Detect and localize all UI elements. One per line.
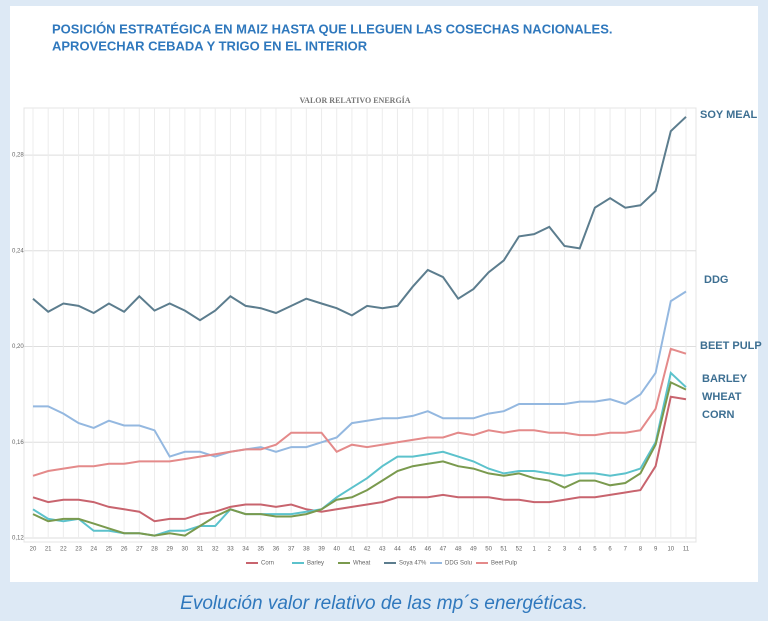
- annotation: BARLEY: [702, 373, 748, 385]
- x-tick-label: 2: [548, 547, 552, 553]
- x-tick-label: 3: [563, 547, 567, 553]
- legend-label: Corn: [261, 561, 274, 567]
- x-tick-label: 4: [578, 547, 582, 553]
- x-tick-label: 34: [242, 547, 249, 553]
- x-tick-label: 25: [106, 547, 113, 553]
- annotation: BEET PULP: [700, 340, 762, 352]
- x-tick-label: 45: [409, 547, 416, 553]
- y-tick-label: 0,20: [12, 344, 24, 350]
- series-line: [32, 116, 687, 322]
- plot-area: [23, 107, 697, 543]
- x-tick-label: 9: [654, 547, 658, 553]
- x-tick-label: 26: [121, 547, 128, 553]
- annotation: WHEAT: [702, 391, 742, 403]
- y-tick-label: 0,16: [12, 440, 24, 446]
- x-tick-label: 27: [136, 547, 143, 553]
- x-tick-label: 36: [273, 547, 280, 553]
- x-tick-label: 50: [485, 547, 492, 553]
- x-tick-label: 41: [349, 547, 356, 553]
- y-tick-label: 0,24: [12, 248, 24, 254]
- x-tick-label: 21: [45, 547, 52, 553]
- x-tick-label: 51: [500, 547, 507, 553]
- legend-label: Barley: [307, 561, 324, 567]
- x-tick-label: 47: [440, 547, 447, 553]
- x-tick-label: 8: [639, 547, 643, 553]
- x-tick-label: 49: [470, 547, 477, 553]
- x-tick-label: 30: [182, 547, 189, 553]
- x-tick-label: 29: [166, 547, 173, 553]
- series-line: [33, 290, 687, 458]
- legend-label: DDG Solu: [445, 561, 472, 567]
- series-line: [32, 347, 687, 477]
- x-tick-label: 22: [60, 547, 67, 553]
- x-tick-label: 5: [593, 547, 597, 553]
- y-tick-label: 0,28: [12, 153, 24, 159]
- x-tick-label: 37: [288, 547, 295, 553]
- x-tick-label: 43: [379, 547, 386, 553]
- x-tick-label: 35: [257, 547, 264, 553]
- x-tick-label: 42: [364, 547, 371, 553]
- header-line: APROVECHAR CEBADA Y TRIGO EN EL INTERIOR: [52, 38, 368, 53]
- annotation: DDG: [704, 274, 728, 286]
- x-tick-label: 24: [90, 547, 97, 553]
- legend-label: Soya 47%: [399, 561, 427, 567]
- x-tick-label: 6: [608, 547, 612, 553]
- x-tick-label: 23: [75, 547, 82, 553]
- x-tick-label: 20: [30, 547, 37, 553]
- header-line: POSICIÓN ESTRATÉGICA EN MAIZ HASTA QUE L…: [52, 21, 612, 36]
- annotation: CORN: [702, 409, 734, 421]
- y-tick-label: 0,12: [12, 536, 24, 542]
- x-tick-label: 33: [227, 547, 234, 553]
- x-tick-label: 39: [318, 547, 325, 553]
- annotation: SOY MEAL: [700, 109, 758, 121]
- x-tick-label: 7: [624, 547, 628, 553]
- panel: [10, 6, 758, 582]
- series-line: [32, 380, 687, 537]
- x-tick-label: 48: [455, 547, 462, 553]
- x-tick-label: 44: [394, 547, 401, 553]
- caption: Evolución valor relativo de las mp´s ene…: [180, 593, 588, 614]
- x-tick-label: 32: [212, 547, 219, 553]
- x-tick-label: 28: [151, 547, 158, 553]
- x-tick-label: 10: [667, 547, 674, 553]
- x-tick-label: 40: [333, 547, 340, 553]
- x-tick-label: 38: [303, 547, 310, 553]
- chart-title: VALOR RELATIVO ENERGÍA: [299, 95, 410, 105]
- legend-label: Beet Pulp: [491, 561, 518, 567]
- series-line: [32, 395, 687, 523]
- x-tick-label: 11: [683, 547, 690, 553]
- legend-label: Wheat: [353, 561, 371, 567]
- x-tick-label: 46: [424, 547, 431, 553]
- x-tick-label: 52: [516, 547, 523, 553]
- x-tick-label: 1: [532, 547, 536, 553]
- x-tick-label: 31: [197, 547, 204, 553]
